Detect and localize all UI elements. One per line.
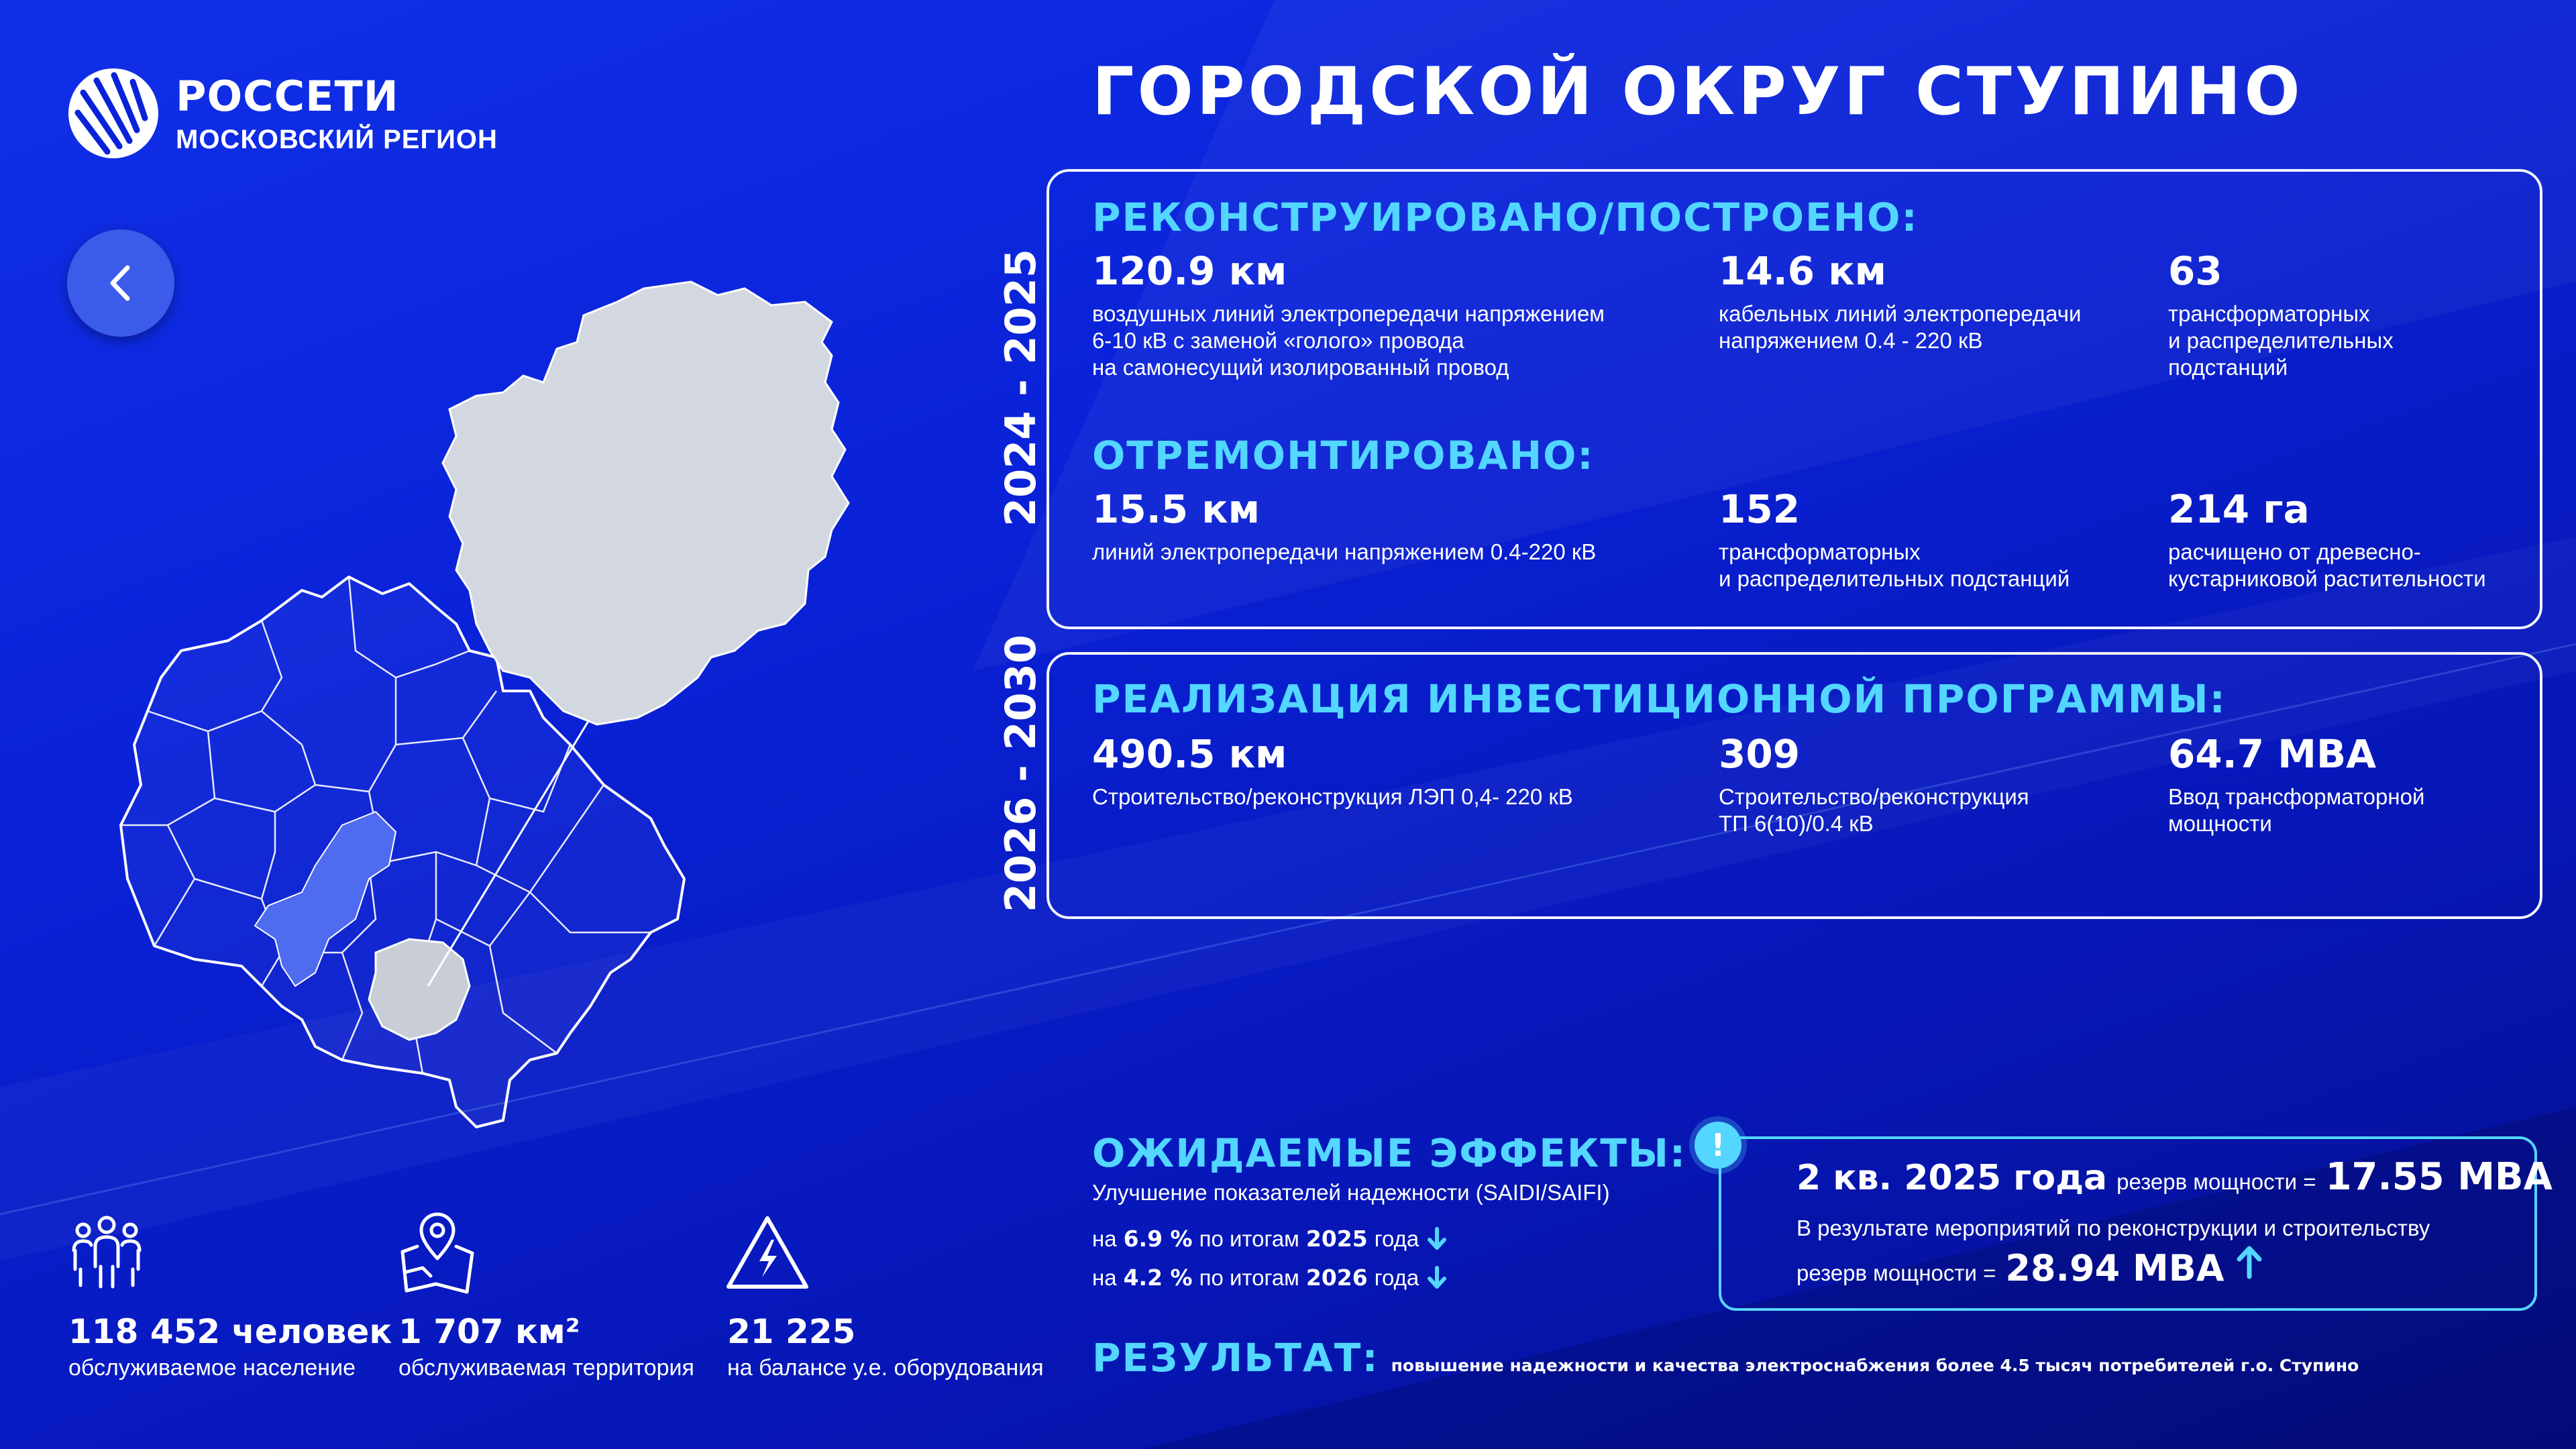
result-text: повышение надежности и качества электрос…	[1391, 1356, 2359, 1375]
result-line: РЕЗУЛЬТАТ: повышение надежности и качест…	[1092, 1335, 2359, 1381]
result-label: РЕЗУЛЬТАТ:	[1092, 1335, 1379, 1381]
reserve-box	[1719, 1136, 2537, 1311]
region-map	[119, 280, 850, 1128]
reconstructed-desc-3: трансформаторных и распределительных под…	[2168, 301, 2394, 380]
brand-name: РОССЕТИ	[176, 72, 399, 121]
panel-2026-2030	[1046, 652, 2542, 919]
investment-desc-2: Строительство/реконструкция ТП 6(10)/0.4…	[1719, 784, 2029, 836]
brand-logo: РОССЕТИ МОСКОВСКИЙ РЕГИОН	[66, 66, 498, 161]
section-reconstructed-heading: РЕКОНСТРУИРОВАНО/ПОСТРОЕНО:	[1092, 195, 1919, 240]
chevron-left-icon	[110, 265, 130, 301]
section-repaired-heading: ОТРЕМОНТИРОВАНО:	[1092, 433, 1595, 478]
rosseti-logo-icon	[68, 68, 158, 158]
effect-line-2026: на 4.2 % по итогам 2026 года	[1092, 1265, 1448, 1291]
investment-desc-1: Строительство/реконструкция ЛЭП 0,4- 220…	[1092, 784, 1573, 809]
reserve-value-2: 28.94 МВА	[2005, 1247, 2224, 1289]
stupino-enlarged	[441, 280, 850, 726]
stat-territory-value: 1 707 км²	[398, 1312, 580, 1351]
stat-population-value: 118 452 человек	[68, 1312, 392, 1351]
investment-value-2: 309	[1719, 731, 1801, 777]
repaired-value-2: 152	[1719, 486, 1801, 532]
reserve-line-1: 2 кв. 2025 года резерв мощности = 17.55 …	[1796, 1155, 2553, 1199]
repaired-desc-1: линий электропередачи напряжением 0.4-22…	[1092, 539, 1597, 564]
arrow-down-icon	[1428, 1265, 1447, 1289]
arrow-up-icon	[2237, 1246, 2262, 1279]
repaired-desc-3: расчищено от древесно- кустарниковой рас…	[2168, 539, 2486, 591]
exclamation-icon: !	[1695, 1122, 1741, 1169]
reconstructed-desc-1: воздушных линий электропередачи напряжен…	[1092, 301, 1605, 380]
reconstructed-value-1: 120.9 км	[1092, 248, 1287, 294]
reserve-period: 2 кв. 2025 года	[1796, 1158, 2108, 1198]
reserve-value-1: 17.55 МВА	[2325, 1155, 2553, 1199]
investment-desc-3: Ввод трансформаторной мощности	[2168, 784, 2425, 836]
people-icon	[72, 1216, 142, 1289]
moscow-oblast-outline	[119, 576, 686, 1128]
investment-value-3: 64.7 МВА	[2168, 731, 2377, 777]
repaired-value-3: 214 га	[2168, 486, 2310, 532]
reserve-label-2: резерв мощности =	[1796, 1260, 1996, 1285]
map-connector-line	[427, 717, 592, 987]
reconstructed-desc-2: кабельных линий электропередачи напряжен…	[1719, 301, 2082, 353]
stat-territory-desc: обслуживаемая территория	[398, 1355, 694, 1381]
repaired-desc-2: трансформаторных и распределительных под…	[1719, 539, 2070, 591]
repaired-value-1: 15.5 км	[1092, 486, 1260, 532]
moscow-city-area	[254, 810, 397, 987]
investment-value-1: 490.5 км	[1092, 731, 1287, 777]
year-label-2026-2030: 2026 - 2030	[996, 634, 1045, 912]
reserve-note: В результате мероприятий по реконструкци…	[1796, 1216, 2430, 1240]
back-button[interactable]	[67, 229, 174, 337]
effects-heading: ОЖИДАЕМЫЕ ЭФФЕКТЫ:	[1092, 1130, 1687, 1176]
brand-region: МОСКОВСКИЙ РЕГИОН	[176, 125, 498, 154]
year-label-2024-2025: 2024 - 2025	[996, 248, 1045, 527]
reconstructed-value-3: 63	[2168, 248, 2222, 294]
stat-population-desc: обслуживаемое население	[68, 1355, 356, 1381]
panel-2024-2025	[1046, 169, 2542, 629]
stat-equipment-desc: на балансе у.е. оборудования	[727, 1355, 1044, 1381]
reconstructed-value-2: 14.6 км	[1719, 248, 1887, 294]
lightning-icon	[727, 1216, 808, 1289]
reserve-line-2: резерв мощности = 28.94 МВА	[1796, 1244, 2265, 1289]
map-pin-icon	[400, 1212, 474, 1294]
effect-line-2025: на 6.9 % по итогам 2025 года	[1092, 1226, 1448, 1252]
effects-subtitle: Улучшение показателей надежности (SAIDI/…	[1092, 1180, 1610, 1205]
page-title: ГОРОДСКОЙ ОКРУГ СТУПИНО	[1092, 54, 2304, 130]
section-investment-heading: РЕАЛИЗАЦИЯ ИНВЕСТИЦИОННОЙ ПРОГРАММЫ:	[1092, 676, 2226, 722]
reserve-label-1: резерв мощности =	[2116, 1169, 2316, 1194]
arrow-down-icon	[1428, 1226, 1447, 1250]
stupino-district	[368, 938, 471, 1041]
stat-equipment-value: 21 225	[727, 1312, 856, 1351]
